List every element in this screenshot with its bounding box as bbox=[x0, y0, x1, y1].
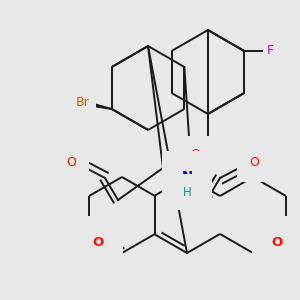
Text: O: O bbox=[190, 148, 200, 161]
Text: Br: Br bbox=[74, 98, 88, 110]
Text: N: N bbox=[182, 170, 193, 184]
Text: H: H bbox=[183, 185, 191, 199]
Text: Br: Br bbox=[76, 95, 90, 109]
Text: F: F bbox=[266, 44, 274, 58]
Text: O: O bbox=[272, 236, 283, 248]
Text: O: O bbox=[66, 157, 76, 169]
Text: O: O bbox=[92, 236, 104, 248]
Text: O: O bbox=[249, 157, 259, 169]
